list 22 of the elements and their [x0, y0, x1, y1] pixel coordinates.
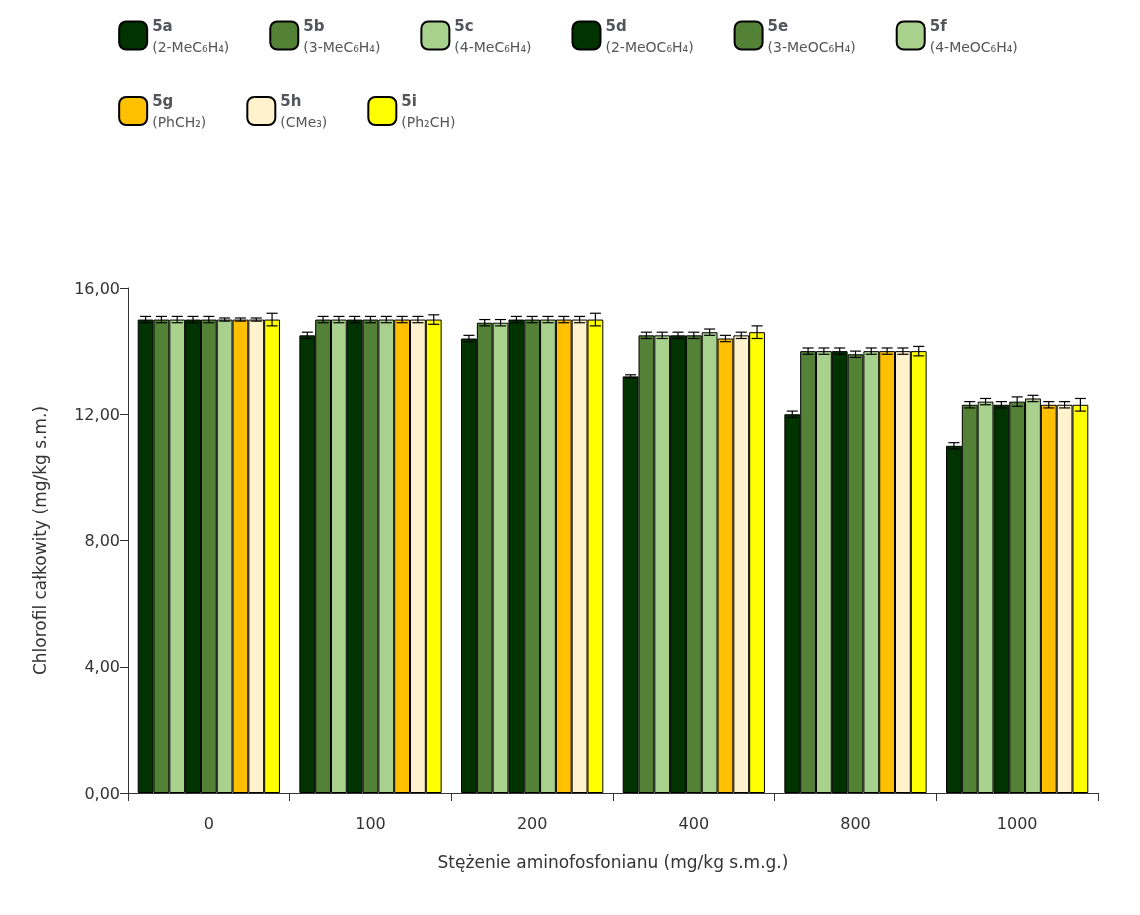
y-tick-label: 8,00: [84, 531, 120, 550]
legend-label: 5b (3-MeC₆H₄): [303, 16, 381, 55]
x-tick-label: 200: [516, 813, 548, 833]
legend-label: 5e (3-MeOC₆H₄): [767, 16, 856, 55]
legend-label: 5c (4-MeC₆H₄): [454, 16, 532, 55]
y-axis-title: Chlorofil całkowity (mg/kg s.m.): [29, 405, 50, 676]
legend-label: 5f (4-MeOC₆H₄): [929, 16, 1018, 55]
x-tick-label: 100: [355, 813, 386, 833]
y-tick-label: 16,00: [74, 278, 120, 298]
legend-label: 5a (2-MeC₆H₄): [152, 16, 230, 55]
legend-label: 5i (Ph₂CH): [401, 92, 456, 130]
y-tick-label: 4,00: [84, 657, 120, 677]
y-tick-label: 0,00: [84, 783, 120, 803]
x-axis-title: Stężenie aminofosfonianu (mg/kg s.m.g.): [437, 851, 789, 872]
legend-label: 5g (PhCH₂): [152, 92, 207, 130]
x-tick-label: 800: [840, 813, 871, 833]
x-tick-label: 1000: [996, 813, 1038, 833]
y-tick-label: 12,00: [74, 404, 120, 424]
x-tick-label: 400: [678, 813, 710, 833]
legend-label: 5d (2-MeOC₆H₄): [605, 16, 694, 55]
x-tick-label: 0: [203, 813, 214, 833]
legend-label: 5h (CMe₃): [280, 92, 328, 130]
